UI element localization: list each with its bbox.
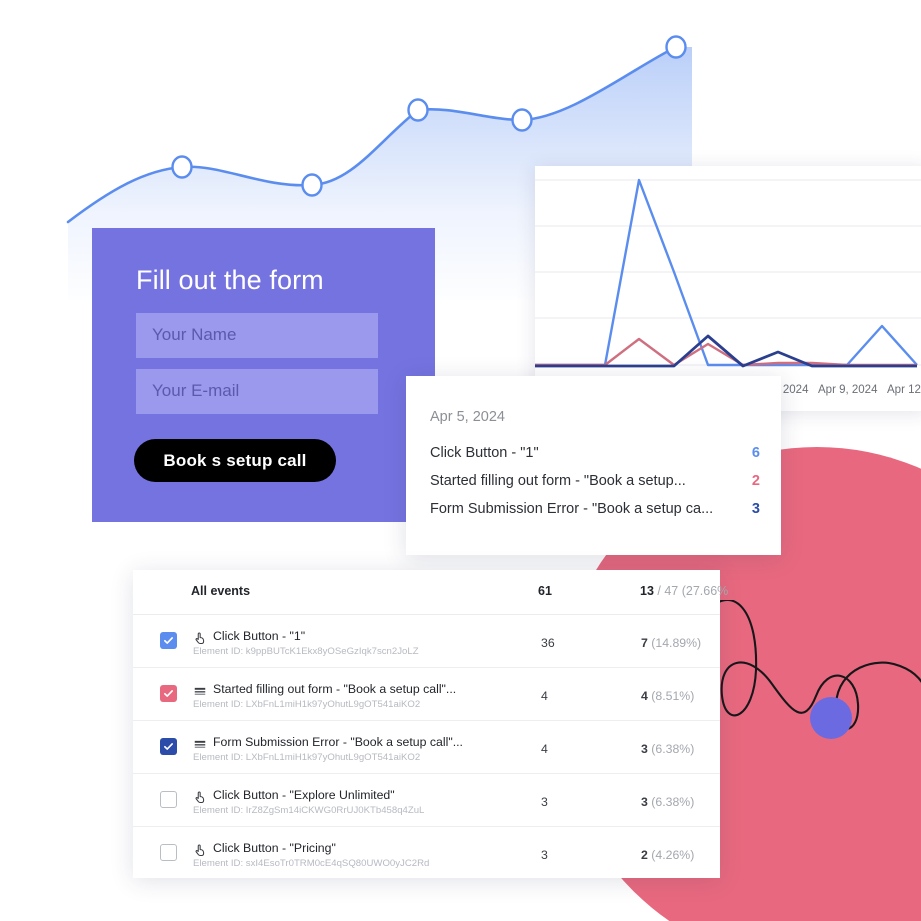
row-conversions: 7 (14.89%) (641, 636, 701, 650)
table-row[interactable]: Click Button - "1" Element ID: k9ppBUTcK… (133, 615, 720, 668)
tooltip-row-value: 6 (751, 445, 760, 461)
tooltip-row: Click Button - "1" 6 (430, 445, 760, 467)
row-element-id: Element ID: sxI4EsoTr0TRM0cE4qSQ80UWO0yJ… (193, 858, 430, 869)
tooltip-row-label: Started filling out form - "Book a setup… (430, 473, 686, 489)
row-element-id: Element ID: LXbFnL1miH1k97yOhutL9gOT541a… (193, 752, 421, 763)
row-conversions-value: 3 (641, 742, 648, 756)
header-all-events: All events (191, 584, 251, 598)
decorative-squiggle-line (708, 600, 921, 730)
header-conversions-rest: / 47 (27.66% (653, 584, 729, 598)
row-event-name: Started filling out form - "Book a setup… (213, 682, 457, 696)
table-row[interactable]: Form Submission Error - "Book a setup ca… (133, 721, 720, 774)
tooltip-row-value: 3 (751, 501, 760, 517)
row-conversions-value: 7 (641, 636, 648, 650)
decorative-purple-dot (810, 697, 852, 739)
row-conversions: 2 (4.26%) (641, 848, 694, 862)
events-line-chart-panel: Apr 1, 2024 Apr 3, 2024 Apr 5, 2024 Apr … (535, 166, 921, 411)
table-row[interactable]: Click Button - "Explore Unlimited" Eleme… (133, 774, 720, 827)
email-field-placeholder: Your E-mail (152, 381, 240, 400)
row-event-name: Click Button - "1" (213, 629, 306, 643)
tooltip-row-label: Form Submission Error - "Book a setup ca… (430, 501, 714, 517)
all-events-table: All events 61 13 / 47 (27.66% Click Butt… (133, 570, 728, 879)
email-field[interactable]: Your E-mail (136, 369, 378, 414)
name-field[interactable]: Your Name (136, 313, 378, 358)
click-hand-icon (195, 844, 205, 857)
events-line-chart (535, 178, 921, 368)
row-event-name: Form Submission Error - "Book a setup ca… (213, 735, 463, 749)
row-count: 3 (541, 795, 548, 809)
table-row[interactable]: Started filling out form - "Book a setup… (133, 668, 720, 721)
row-element-id: Element ID: IrZ8ZgSm14iCKWG0RrUJ0KTb458q… (193, 805, 425, 816)
row-element-id: Element ID: k9ppBUTcK1Ekx8yOSeGzIqk7scn2… (193, 646, 419, 657)
row-count: 4 (541, 742, 548, 756)
row-count: 3 (541, 848, 548, 862)
row-conversions-pct: (6.38%) (647, 742, 695, 756)
row-conversions-pct: (4.26%) (647, 848, 695, 862)
row-conversions-pct: (14.89%) (647, 636, 702, 650)
row-checkbox[interactable] (160, 632, 177, 649)
table-row[interactable]: Click Button - "Pricing" Element ID: sxI… (133, 827, 720, 879)
row-conversions-pct: (6.38%) (647, 795, 695, 809)
row-conversions-value: 3 (641, 795, 648, 809)
row-event-name: Click Button - "Pricing" (213, 841, 336, 855)
row-conversions-value: 4 (641, 689, 648, 703)
header-conversions: 13 / 47 (27.66% (640, 584, 728, 598)
tooltip-row-value: 2 (751, 473, 760, 489)
form-title: Fill out the form (136, 265, 324, 295)
form-icon (194, 740, 206, 748)
row-conversions-value: 2 (641, 848, 648, 862)
book-setup-call-button[interactable]: Book s setup call (134, 439, 336, 482)
tooltip-row: Started filling out form - "Book a setup… (430, 473, 760, 495)
row-checkbox[interactable] (160, 844, 177, 861)
signup-form-card: Fill out the form Your Name Your E-mail … (92, 228, 435, 522)
tooltip-row-label: Click Button - "1" (430, 445, 539, 461)
click-hand-icon (195, 632, 205, 645)
x-tick-5: Apr 12, (887, 384, 921, 396)
row-event-name: Click Button - "Explore Unlimited" (213, 788, 395, 802)
row-checkbox[interactable] (160, 685, 177, 702)
header-total-count: 61 (538, 584, 552, 598)
row-conversions-pct: (8.51%) (647, 689, 695, 703)
row-conversions: 4 (8.51%) (641, 689, 694, 703)
table-header-row: All events 61 13 / 47 (27.66% (133, 570, 728, 615)
tooltip-date: Apr 5, 2024 (430, 409, 505, 425)
click-hand-icon (195, 791, 205, 804)
row-element-id: Element ID: LXbFnL1miH1k97yOhutL9gOT541a… (193, 699, 421, 710)
x-tick-4: Apr 9, 2024 (818, 384, 878, 396)
chart-tooltip-card: Apr 5, 2024 Click Button - "1" 6 Started… (406, 376, 781, 555)
row-conversions: 3 (6.38%) (641, 742, 694, 756)
row-checkbox[interactable] (160, 791, 177, 808)
header-conversions-value: 13 (640, 584, 654, 598)
form-icon (194, 687, 206, 695)
row-conversions: 3 (6.38%) (641, 795, 694, 809)
tooltip-row: Form Submission Error - "Book a setup ca… (430, 501, 760, 523)
row-checkbox[interactable] (160, 738, 177, 755)
row-count: 36 (541, 636, 555, 650)
name-field-placeholder: Your Name (152, 325, 237, 344)
row-count: 4 (541, 689, 548, 703)
